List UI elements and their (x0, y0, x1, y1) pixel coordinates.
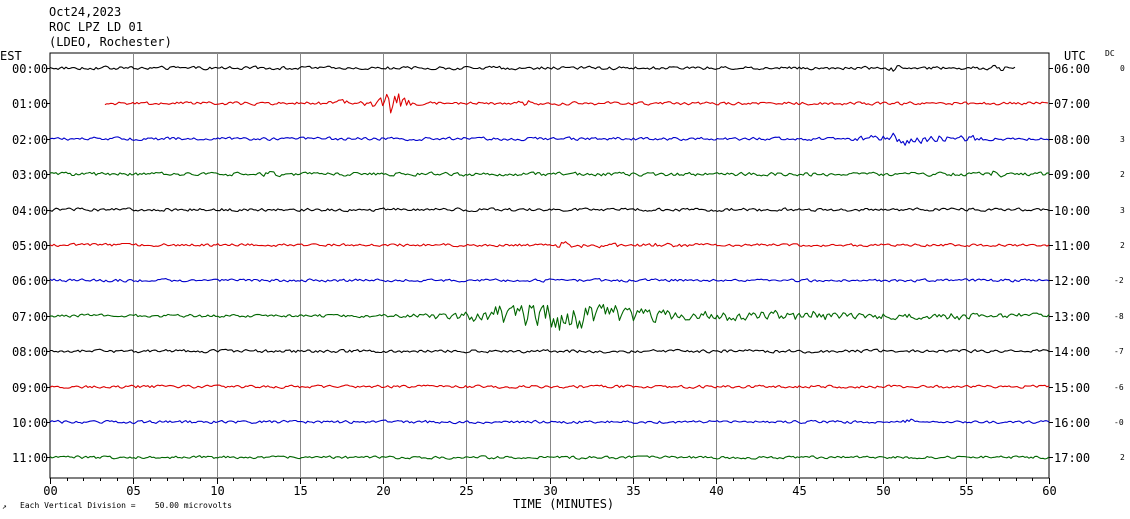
dc-column-label: DC (1105, 49, 1115, 58)
x-tick-label: 40 (709, 484, 723, 498)
plot-frame (49, 52, 1050, 479)
x-tick-label: 55 (959, 484, 973, 498)
scale-legend-icon: ↗ (2, 502, 7, 511)
station-network: (LDEO, Rochester) (49, 35, 172, 49)
row-dc-offset: -6 (1114, 382, 1124, 392)
x-tick-label: 20 (376, 484, 390, 498)
x-tick-label: 35 (626, 484, 640, 498)
row-label-utc: 10:00 (1054, 203, 1091, 218)
row-dc-offset: 3 (1120, 205, 1125, 215)
row-label-est: 02:00 (12, 132, 49, 147)
x-tick-label: 00 (43, 484, 57, 498)
row-dc-offset: 2 (1120, 453, 1125, 463)
trace-line (49, 303, 1050, 331)
row-label-est: 03:00 (12, 168, 49, 183)
trace-line (49, 170, 1050, 178)
x-axis-label: TIME (MINUTES) (513, 497, 615, 511)
trace-line (49, 384, 1050, 389)
row-label-est: 10:00 (12, 416, 49, 430)
row-dc-offset: -8 (1114, 311, 1124, 321)
trace-line (104, 93, 1049, 114)
row-dc-offset: -7 (1114, 347, 1124, 357)
row-label-est: 01:00 (12, 97, 49, 112)
row-label-utc: 07:00 (1054, 97, 1091, 112)
row-dc-offset: 0 (1120, 64, 1125, 73)
row-label-est: 11:00 (12, 451, 49, 466)
x-tick-label: 05 (126, 484, 140, 498)
x-tick-label: 50 (876, 484, 890, 498)
x-tick-label: 30 (543, 484, 557, 498)
row-label-utc: 17:00 (1054, 451, 1091, 466)
row-label-utc: 06:00 (1054, 62, 1091, 76)
trace-line (49, 455, 1050, 460)
row-label-utc: 13:00 (1054, 309, 1091, 324)
trace-line (50, 348, 1050, 354)
row-label-est: 09:00 (12, 380, 49, 395)
right-timezone-label: UTC (1064, 49, 1086, 63)
row-dc-offset: -0 (1114, 418, 1124, 427)
trace-line (49, 418, 1050, 425)
x-tick-label: 10 (210, 484, 224, 498)
trace-line (49, 241, 1050, 249)
row-label-utc: 16:00 (1054, 416, 1091, 430)
row-dc-offset: 2 (1120, 241, 1125, 250)
x-tick-label: 25 (459, 484, 473, 498)
trace-line (49, 132, 1050, 146)
row-label-est: 04:00 (12, 203, 49, 218)
row-dc-offset: 2 (1120, 170, 1125, 180)
row-label-utc: 09:00 (1054, 168, 1091, 183)
row-label-utc: 15:00 (1054, 380, 1091, 395)
row-label-est: 07:00 (12, 309, 49, 324)
row-label-est: 06:00 (12, 274, 49, 289)
row-label-utc: 12:00 (1054, 274, 1091, 289)
chart-date: Oct24,2023 (49, 5, 122, 19)
row-dc-offset: 3 (1120, 134, 1125, 144)
x-tick-label: 60 (1042, 484, 1056, 498)
x-tick-label: 15 (293, 484, 307, 498)
row-dc-offset: -2 (1114, 276, 1124, 286)
row-label-utc: 11:00 (1054, 239, 1091, 253)
scale-note: Each Vertical Division = 50.00 microvolt… (20, 501, 232, 510)
trace-line (49, 64, 1016, 72)
trace-line (49, 207, 1050, 213)
station-id: ROC LPZ LD 01 (49, 20, 143, 34)
left-timezone-label: EST (0, 49, 22, 63)
row-label-est: 08:00 (12, 345, 49, 360)
row-label-est: 00:00 (12, 62, 49, 76)
trace-line (49, 278, 1050, 283)
row-label-utc: 08:00 (1054, 132, 1091, 147)
x-tick-label: 45 (792, 484, 806, 498)
row-label-est: 05:00 (12, 239, 49, 253)
row-label-utc: 14:00 (1054, 345, 1091, 360)
